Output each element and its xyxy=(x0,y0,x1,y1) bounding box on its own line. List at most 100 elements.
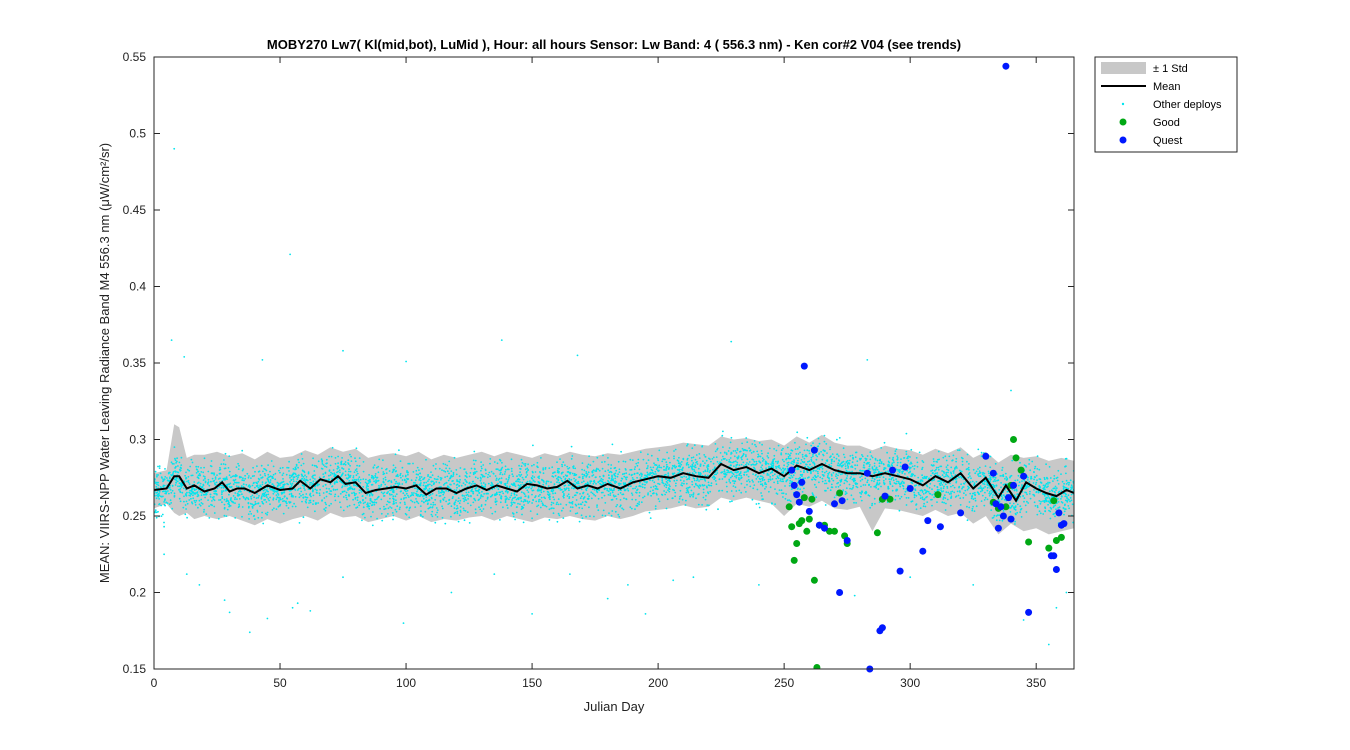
other-deploy-point xyxy=(190,497,192,500)
other-deploy-point xyxy=(598,469,601,472)
other-deploy-point xyxy=(891,489,894,492)
other-deploy-point xyxy=(699,465,702,467)
other-deploy-point xyxy=(782,470,785,473)
other-deploy-point xyxy=(1020,516,1023,518)
other-deploy-point xyxy=(269,479,272,481)
other-deploy-point xyxy=(735,452,738,454)
other-deploy-point xyxy=(495,503,498,506)
other-deploy-point xyxy=(441,505,443,508)
other-deploy-point xyxy=(638,495,641,497)
other-deploy-point xyxy=(241,506,244,508)
other-deploy-point xyxy=(202,484,205,487)
other-deploy-point xyxy=(645,462,648,465)
other-deploy-point xyxy=(917,491,920,494)
other-deploy-point xyxy=(554,492,557,495)
other-deploy-point xyxy=(427,502,429,505)
other-deploy-point xyxy=(623,472,626,475)
other-deploy-point xyxy=(405,506,408,509)
other-deploy-point xyxy=(716,472,719,474)
other-deploy-point xyxy=(835,473,838,476)
other-deploy-point xyxy=(538,475,540,478)
other-deploy-point xyxy=(254,503,257,506)
other-deploy-point xyxy=(364,481,367,484)
other-deploy-point xyxy=(469,504,472,507)
other-deploy-point xyxy=(477,499,480,501)
other-deploy-point xyxy=(733,482,736,485)
other-deploy-point xyxy=(207,481,210,483)
other-deploy-point xyxy=(996,479,998,482)
other-deploy-point xyxy=(734,460,737,463)
other-deploy-point xyxy=(395,493,398,495)
other-deploy-point xyxy=(355,468,358,470)
other-deploy-point xyxy=(248,475,250,477)
other-deploy-point xyxy=(799,462,802,465)
other-deploy-point xyxy=(526,474,529,476)
other-deploy-point xyxy=(861,455,864,458)
other-deploy-point xyxy=(839,484,842,486)
other-deploy-point xyxy=(298,493,301,495)
other-deploy-point xyxy=(962,482,965,485)
other-deploy-point xyxy=(1033,501,1036,504)
other-deploy-point xyxy=(479,508,482,511)
other-deploy-point xyxy=(214,476,217,479)
other-deploy-point xyxy=(486,496,489,499)
other-deploy-point xyxy=(1027,476,1029,479)
other-deploy-point xyxy=(732,461,734,464)
other-deploy-point xyxy=(542,490,545,493)
other-deploy-point xyxy=(293,502,295,505)
other-deploy-point xyxy=(915,508,918,511)
other-deploy-point xyxy=(242,468,245,470)
other-deploy-point xyxy=(817,472,819,475)
other-deploy-point xyxy=(411,493,414,496)
other-deploy-point xyxy=(237,462,240,465)
other-deploy-point xyxy=(282,472,285,475)
other-deploy-point xyxy=(1002,510,1005,512)
other-deploy-point xyxy=(732,450,735,452)
other-deploy-point xyxy=(234,481,236,484)
other-deploy-point xyxy=(187,481,190,484)
other-deploy-point xyxy=(883,467,886,469)
other-deploy-point xyxy=(312,503,314,505)
other-deploy-point xyxy=(567,484,570,487)
other-deploy-point xyxy=(344,485,346,487)
other-deploy-point xyxy=(482,464,485,466)
other-deploy-point xyxy=(1047,483,1049,485)
other-deploy-point xyxy=(399,474,402,477)
other-deploy-point xyxy=(744,449,746,451)
other-deploy-point xyxy=(667,474,670,477)
other-deploy-point xyxy=(157,474,160,476)
other-deploy-point xyxy=(362,512,365,515)
other-deploy-point xyxy=(755,473,757,476)
other-deploy-point xyxy=(772,462,775,465)
other-deploy-point xyxy=(366,505,369,508)
other-deploy-point xyxy=(210,465,213,468)
other-deploy-point xyxy=(559,458,561,460)
other-deploy-point xyxy=(522,500,525,503)
other-deploy-point xyxy=(1034,476,1036,479)
other-deploy-point xyxy=(937,468,940,471)
other-deploy-point xyxy=(991,496,994,499)
other-deploy-point xyxy=(196,468,199,471)
other-deploy-point xyxy=(948,493,951,495)
other-deploy-point xyxy=(992,494,994,496)
other-deploy-point xyxy=(374,473,377,475)
other-deploy-point xyxy=(870,479,873,482)
other-deploy-point xyxy=(897,470,900,472)
other-deploy-point xyxy=(821,477,824,480)
other-deploy-point xyxy=(216,474,218,476)
other-deploy-point xyxy=(578,485,580,487)
other-deploy-point xyxy=(530,481,533,484)
other-deploy-point xyxy=(329,464,332,467)
other-deploy-point xyxy=(610,467,612,470)
other-deploy-point xyxy=(992,484,995,486)
other-deploy-point xyxy=(601,514,604,517)
other-deploy-point xyxy=(405,513,408,516)
other-deploy-point xyxy=(403,479,406,482)
other-deploy-point xyxy=(642,458,645,461)
other-deploy-point xyxy=(335,480,338,482)
other-deploy-point xyxy=(616,475,619,478)
other-deploy-point xyxy=(371,524,374,527)
other-deploy-point xyxy=(1028,493,1031,495)
other-deploy-point xyxy=(306,479,309,482)
other-deploy-point xyxy=(518,464,520,467)
